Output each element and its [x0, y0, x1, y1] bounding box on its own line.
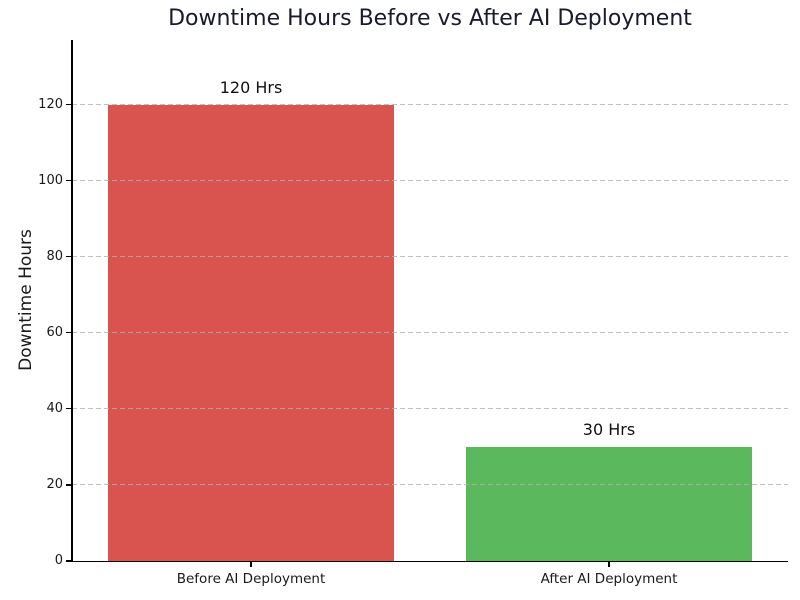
gridline-20	[72, 484, 788, 486]
x-tick-label-after-ai-deployment: After AI Deployment	[540, 571, 678, 587]
y-tick-mark	[66, 408, 72, 410]
gridline-100	[72, 180, 788, 182]
y-tick-label-40: 40	[46, 400, 63, 416]
bar-after-ai-deployment	[465, 446, 753, 561]
bar-value-label-after-ai-deployment: 30 Hrs	[582, 419, 636, 439]
gridline-80	[72, 256, 788, 258]
y-tick-label-60: 60	[46, 324, 63, 340]
y-tick-mark	[66, 180, 72, 182]
chart-title: Downtime Hours Before vs After AI Deploy…	[168, 6, 692, 31]
x-tick-label-before-ai-deployment: Before AI Deployment	[176, 571, 326, 587]
gridline-120	[72, 104, 788, 106]
x-tick-mark	[250, 561, 252, 567]
y-tick-label-120: 120	[38, 96, 63, 112]
gridline-40	[72, 408, 788, 410]
y-tick-label-20: 20	[46, 476, 63, 492]
y-axis-line	[71, 40, 73, 561]
bar-value-label-before-ai-deployment: 120 Hrs	[219, 77, 283, 97]
y-tick-label-80: 80	[46, 248, 63, 264]
gridline-60	[72, 332, 788, 334]
y-tick-mark	[66, 104, 72, 106]
x-axis-line	[71, 560, 788, 562]
plot-area: 120 Hrs Before AI Deployment 30 Hrs After A…	[38, 40, 788, 587]
y-tick-mark	[66, 332, 72, 334]
y-tick-mark	[66, 484, 72, 486]
y-tick-mark	[66, 256, 72, 258]
y-tick-label-100: 100	[38, 172, 63, 188]
y-tick-mark	[66, 560, 72, 562]
x-tick-mark	[608, 561, 610, 567]
y-tick-label-0: 0	[54, 553, 63, 568]
